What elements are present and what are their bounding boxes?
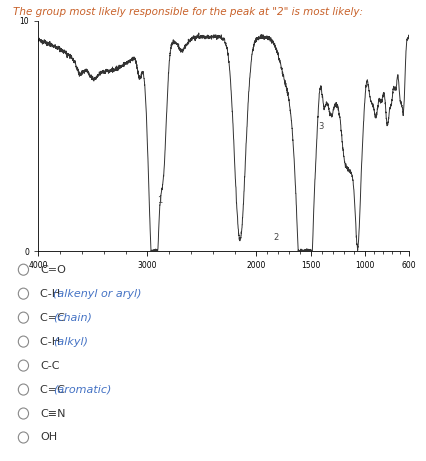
Text: C=C: C=C xyxy=(40,384,69,395)
Text: C≡N: C≡N xyxy=(40,408,66,419)
Text: 3: 3 xyxy=(318,122,323,131)
Text: C=C: C=C xyxy=(40,313,69,323)
Text: C=O: C=O xyxy=(40,265,66,275)
Text: (alkenyl or aryl): (alkenyl or aryl) xyxy=(53,289,142,299)
Text: The group most likely responsible for the peak at "2" is most likely:: The group most likely responsible for th… xyxy=(13,7,363,17)
Text: C-H: C-H xyxy=(40,337,64,347)
Text: (alkyl): (alkyl) xyxy=(53,337,88,347)
Text: OH: OH xyxy=(40,432,58,443)
Text: (aromatic): (aromatic) xyxy=(53,384,112,395)
Text: 1: 1 xyxy=(157,196,162,205)
Text: C-C: C-C xyxy=(40,361,60,371)
Text: (chain): (chain) xyxy=(53,313,92,323)
Text: C-H: C-H xyxy=(40,289,64,299)
Text: 2: 2 xyxy=(273,233,279,242)
